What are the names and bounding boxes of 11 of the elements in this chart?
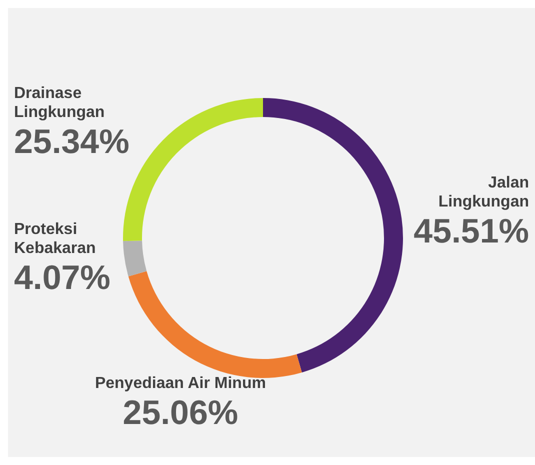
donut-slice — [128, 271, 302, 378]
data-label: 25.06% — [122, 394, 238, 432]
donut-slice — [263, 98, 403, 372]
data-label: 25.34% — [14, 123, 130, 162]
slice-label: Drainase Lingkungan — [14, 85, 105, 122]
slice-label: Proteksi Kebakaran — [14, 220, 96, 257]
slice-label: Penyediaan Air Minum — [94, 374, 266, 392]
data-label: 45.51% — [414, 212, 529, 251]
donut-slice — [123, 240, 147, 276]
data-label: 4.07% — [14, 258, 110, 297]
slice-label: Jalan Lingkungan — [438, 174, 529, 211]
